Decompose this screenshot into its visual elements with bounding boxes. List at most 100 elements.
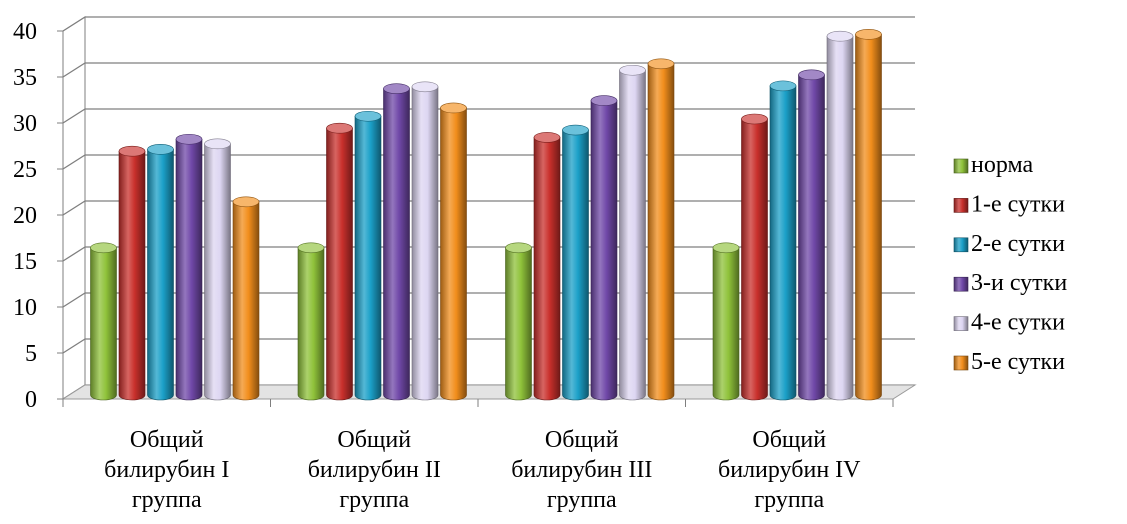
bar [826, 30, 854, 401]
bar-body [411, 86, 439, 401]
bar-body [533, 137, 561, 401]
bar-body [647, 63, 675, 401]
legend-swatch [953, 316, 969, 331]
bar-top [798, 69, 825, 81]
bar-body [232, 201, 260, 401]
legend-label: норма [971, 152, 1034, 178]
y-tick-label: 0 [25, 387, 37, 413]
bar-top [383, 83, 410, 94]
bar [505, 242, 532, 401]
bar-body [90, 247, 117, 401]
bar-body [769, 85, 797, 401]
bar-top [297, 242, 325, 254]
y-tick-label: 20 [13, 203, 37, 229]
legend-swatch [953, 276, 969, 292]
x-tick-label: Общий билирубин II группа [308, 427, 441, 513]
bar [440, 102, 467, 401]
bar-top [232, 196, 260, 208]
bar [411, 81, 439, 401]
y-tick-label: 15 [13, 249, 37, 275]
bar-top [326, 122, 353, 134]
bar-body [826, 35, 854, 401]
legend-label: 2-е сутки [971, 231, 1065, 257]
bar-top [354, 110, 382, 122]
bar [562, 124, 589, 401]
bar [855, 29, 882, 401]
y-tick-label: 35 [13, 65, 37, 91]
bar [647, 58, 675, 401]
legend-item: норма [953, 152, 1034, 178]
y-tick-label: 40 [13, 19, 37, 45]
bar [769, 80, 797, 401]
bar [297, 242, 325, 401]
gridline [62, 16, 915, 32]
bar [118, 145, 146, 401]
bar-body [204, 143, 231, 401]
legend-swatch [953, 158, 969, 174]
bar-top [826, 30, 854, 42]
bar-top [118, 145, 146, 157]
bar-top [562, 124, 589, 136]
legend-item: 2-е сутки [953, 231, 1065, 257]
bar [383, 83, 410, 401]
legend-label: 5-е сутки [971, 349, 1065, 375]
bar [204, 138, 231, 401]
bar-top [590, 95, 618, 106]
bar-top [147, 144, 174, 155]
bar-top [440, 102, 467, 114]
legend-label: 3-и сутки [971, 270, 1067, 296]
bar-top [411, 81, 439, 93]
legend-label: 4-е сутки [971, 310, 1065, 336]
bar-top [855, 29, 882, 40]
bar-body [354, 115, 382, 401]
bar [147, 144, 174, 401]
gridline [62, 62, 915, 78]
bar [354, 110, 382, 401]
y-tick-label: 5 [25, 341, 37, 367]
y-tick-label: 10 [13, 295, 37, 321]
legend-item: 3-и сутки [953, 270, 1067, 296]
floor [61, 384, 917, 400]
bar-body [440, 107, 467, 401]
y-tick-label: 25 [13, 157, 37, 183]
plot-floor [61, 384, 917, 400]
bar-top [175, 133, 203, 145]
bar-body [147, 149, 174, 401]
bar-body [741, 118, 768, 401]
bar-top [505, 242, 532, 254]
y-tick-label: 30 [13, 111, 37, 137]
bar-body [590, 100, 618, 401]
x-tick-label: Общий билирубин IV группа [718, 427, 861, 513]
bar [90, 242, 117, 401]
legend-label: 1-е сутки [971, 191, 1065, 217]
bar-body [118, 150, 146, 401]
bar-top [741, 113, 768, 125]
bar [712, 242, 740, 401]
bar-top [204, 138, 231, 150]
bar-body [798, 74, 825, 401]
bar-body [855, 34, 882, 401]
bar-top [90, 242, 117, 254]
legend-item: 5-е сутки [953, 349, 1065, 375]
bar [798, 69, 825, 401]
bar [741, 113, 768, 401]
bar [175, 133, 203, 401]
bar [533, 132, 561, 401]
bar-top [533, 132, 561, 143]
bar-body [619, 69, 646, 401]
bar [326, 122, 353, 401]
legend-swatch [953, 237, 969, 253]
bar-body [505, 247, 532, 401]
bar [619, 64, 646, 401]
bar-body [383, 88, 410, 401]
bar-body [562, 129, 589, 401]
x-tick-label: Общий билирубин III группа [511, 427, 652, 513]
legend-item: 1-е сутки [953, 191, 1065, 217]
bar-top [647, 58, 675, 70]
bar-body [297, 247, 325, 401]
legend: норма 1-е сутки 2-е сутки 3-и сутки 4-е сутк… [953, 152, 1067, 375]
legend-swatch [953, 198, 969, 213]
